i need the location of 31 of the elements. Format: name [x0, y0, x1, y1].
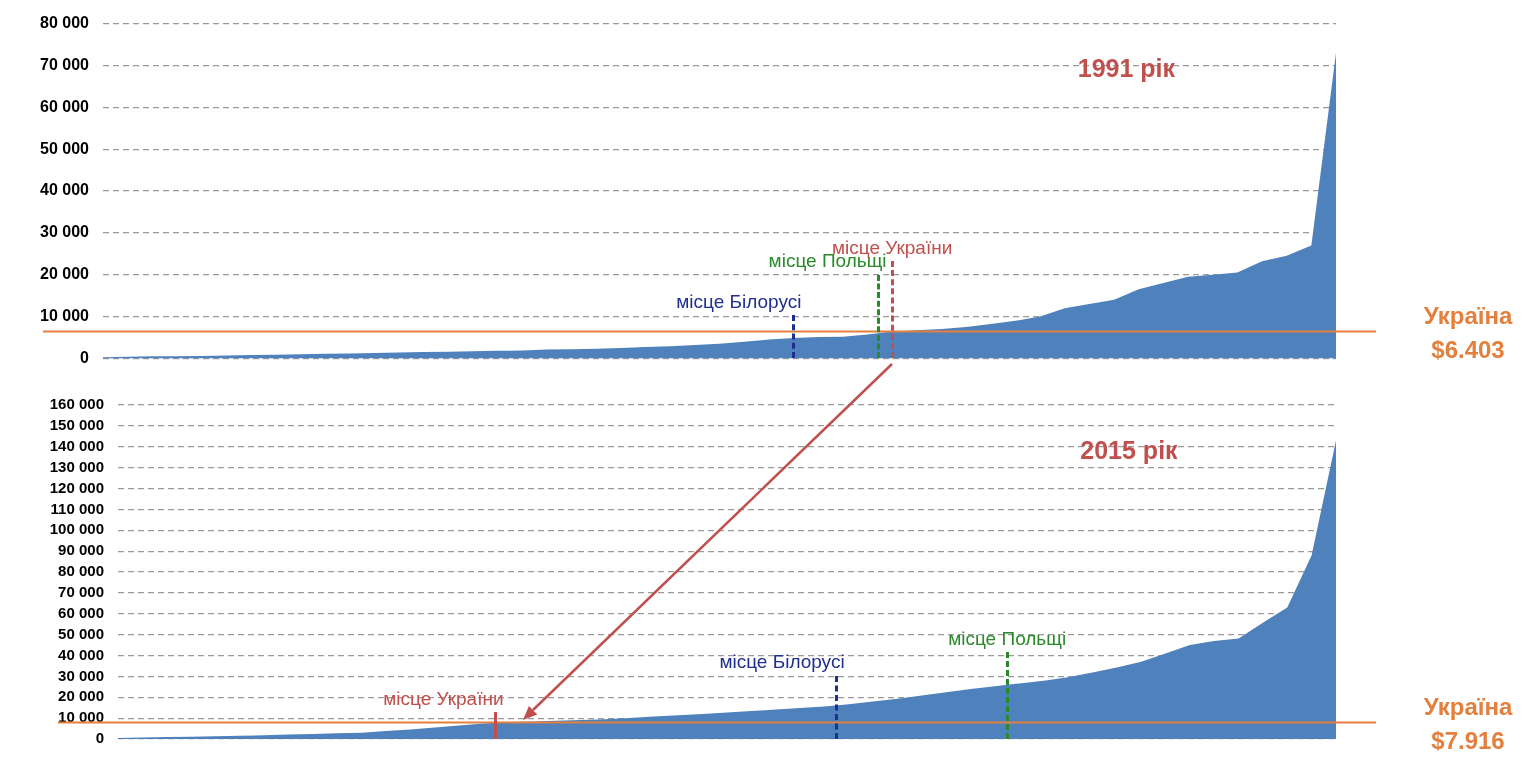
y-tick-label: 20 000	[40, 265, 90, 283]
y-tick-label: 0	[80, 348, 90, 366]
ref-line-label: Україна $6.403	[1423, 302, 1513, 364]
y-tick-label: 50 000	[58, 624, 104, 642]
y-tick-label: 150 000	[49, 416, 104, 434]
y-tick-label: 130 000	[49, 457, 104, 475]
annotation: місце Білорусі	[676, 290, 802, 312]
y-tick-label: 80 000	[58, 562, 104, 580]
annotation: місце Польщі	[948, 627, 1067, 649]
y-tick-label: 10 000	[58, 708, 104, 726]
y-tick-label: 0	[95, 729, 104, 747]
y-tick-label: 140 000	[49, 436, 104, 454]
y-tick-label: 90 000	[58, 541, 104, 559]
y-tick-label: 80 000	[40, 14, 90, 32]
y-tick-label: 30 000	[40, 223, 90, 241]
y-tick-label: 70 000	[40, 55, 90, 73]
y-tick-label: 160 000	[49, 395, 104, 413]
y-tick-label: 10 000	[40, 306, 90, 324]
y-tick-label: 20 000	[58, 687, 104, 705]
annotation: місце Білорусі	[719, 651, 845, 673]
y-tick-label: 100 000	[49, 520, 104, 538]
y-tick-label: 60 000	[40, 97, 90, 115]
y-tick-label: 50 000	[40, 139, 90, 157]
y-tick-label: 30 000	[58, 666, 104, 684]
ref-line-label: Україна $7.916	[1423, 693, 1513, 755]
y-tick-label: 120 000	[49, 478, 104, 496]
y-tick-label: 60 000	[58, 603, 104, 621]
y-tick-label: 110 000	[50, 499, 104, 517]
y-tick-label: 40 000	[58, 645, 104, 663]
y-tick-label: 70 000	[58, 583, 104, 601]
y-tick-label: 40 000	[40, 181, 90, 199]
